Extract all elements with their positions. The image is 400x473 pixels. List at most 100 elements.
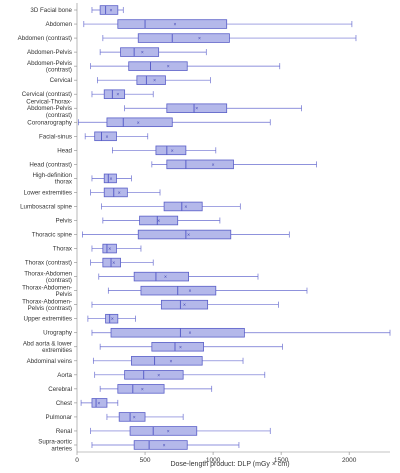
iqr-box bbox=[137, 33, 230, 43]
box-plot-row: × bbox=[91, 440, 240, 450]
category-label-line: Facial-sinus bbox=[39, 133, 72, 140]
category-label-line: 3D Facial bone bbox=[30, 7, 72, 14]
box-plot-row: × bbox=[91, 89, 154, 99]
category-label: Abdomen-Pelvis bbox=[27, 49, 72, 56]
iqr-box bbox=[131, 356, 203, 366]
box-plot-row: × bbox=[91, 327, 391, 338]
mean-marker: × bbox=[171, 148, 174, 154]
box-plot-row: × bbox=[98, 271, 259, 282]
iqr-box bbox=[105, 313, 119, 324]
box-plot-row: × bbox=[94, 370, 266, 380]
box-plot-row: × bbox=[84, 131, 149, 142]
category-label-line: Head bbox=[57, 147, 72, 154]
category-label-line: extremities bbox=[42, 347, 72, 354]
x-tick-label: 1000 bbox=[206, 457, 221, 464]
iqr-box bbox=[128, 61, 188, 71]
category-label-line: Chest bbox=[56, 400, 72, 407]
mean-marker: × bbox=[141, 50, 144, 56]
iqr-box bbox=[129, 426, 198, 436]
category-label-line: Abdominal veins bbox=[27, 358, 72, 365]
category-label-line: Lumbosacral spine bbox=[20, 203, 72, 210]
category-label: Renal bbox=[56, 428, 72, 435]
category-label: Aorta bbox=[57, 372, 72, 379]
box-plot-row: × bbox=[99, 47, 207, 57]
category-label-line: High-definition bbox=[32, 172, 72, 179]
category-label-line: (contrast) bbox=[46, 112, 72, 119]
iqr-box bbox=[102, 257, 121, 268]
box-plot-row: × bbox=[82, 229, 290, 240]
category-label-line: thorax bbox=[55, 179, 73, 186]
category-label-line: Cervical-Thorax- bbox=[26, 99, 72, 106]
box-plot-row: × bbox=[112, 145, 217, 156]
category-label: 3D Facial bone bbox=[30, 7, 72, 14]
mean-marker: × bbox=[141, 387, 144, 393]
category-label: Upper extremities bbox=[24, 316, 73, 323]
mean-marker: × bbox=[105, 134, 108, 140]
mean-marker: × bbox=[157, 373, 160, 379]
mean-marker: × bbox=[157, 218, 160, 224]
category-label: Abd aorta & lower extremities bbox=[23, 340, 72, 354]
category-label-line: arteries bbox=[51, 445, 72, 452]
mean-marker: × bbox=[188, 331, 191, 337]
category-label: Abdomen-Pelvis (contrast) bbox=[27, 60, 72, 74]
iqr-box bbox=[118, 412, 146, 422]
category-label-line: Pulmonar bbox=[46, 414, 72, 421]
mean-marker: × bbox=[167, 64, 170, 70]
box-plot-row: × bbox=[92, 356, 244, 366]
category-label: Abdomen (contrast) bbox=[18, 35, 72, 42]
mean-marker: × bbox=[167, 429, 170, 435]
iqr-box bbox=[117, 384, 165, 394]
plot-area: × × × × × × × × × × × × × × × × × × × × × × × × × × × × × × × × bbox=[78, 5, 391, 450]
box-plot-row: × bbox=[78, 117, 271, 128]
mean-marker: × bbox=[179, 345, 182, 351]
iqr-box bbox=[163, 201, 203, 212]
category-label: Abdominal veins bbox=[27, 358, 72, 365]
category-label-line: Coronarography bbox=[27, 119, 73, 126]
category-label: Cervical (contrast) bbox=[22, 91, 72, 98]
category-label: Cervical bbox=[50, 77, 72, 84]
box-plot-row: × bbox=[87, 313, 136, 324]
category-label-line: (contrast) bbox=[46, 66, 72, 73]
category-label-line: Abdomen-Pelvis bbox=[27, 60, 72, 67]
category-label-line: Pelvis (contrast) bbox=[28, 305, 72, 312]
category-label-line: Thorax (contrast) bbox=[25, 260, 72, 267]
mean-marker: × bbox=[110, 176, 113, 182]
box-plot-row: × bbox=[151, 159, 317, 170]
category-label-line: Thorax-Abdomen- bbox=[22, 298, 72, 305]
category-label: Head bbox=[57, 147, 72, 154]
mean-marker: × bbox=[118, 190, 121, 196]
box-plot-row: × bbox=[97, 75, 211, 85]
box-plot-row: × bbox=[124, 103, 302, 113]
category-label: Cerebral bbox=[48, 386, 72, 393]
iqr-box bbox=[103, 173, 117, 184]
iqr-box bbox=[136, 75, 166, 85]
category-label-line: Supra-aortic bbox=[38, 439, 72, 446]
box-plot-row: × bbox=[102, 33, 357, 43]
category-label-line: Upper extremities bbox=[24, 316, 73, 323]
box-plot-row: × bbox=[91, 299, 279, 310]
category-label: High-definition thorax bbox=[32, 172, 72, 186]
mean-marker: × bbox=[195, 106, 198, 112]
category-label: Lower extremities bbox=[24, 189, 73, 196]
category-label-line: Thorax-Abdomen- bbox=[22, 284, 72, 291]
category-label-line: Thoracic spine bbox=[32, 232, 73, 239]
box-plot-row: × bbox=[106, 412, 184, 422]
iqr-box bbox=[106, 117, 173, 128]
mean-marker: × bbox=[174, 22, 177, 28]
box-plot-row: × bbox=[101, 201, 241, 212]
category-label-line: Thorax bbox=[53, 246, 73, 253]
category-label: Urography bbox=[43, 330, 73, 337]
mean-marker: × bbox=[116, 92, 119, 98]
category-label-line: Cervical (contrast) bbox=[22, 91, 72, 98]
mean-marker: × bbox=[169, 359, 172, 365]
mean-marker: × bbox=[184, 204, 187, 210]
box-plot-row: × bbox=[107, 285, 308, 296]
category-label: Thoracic spine bbox=[32, 232, 73, 239]
category-label-line: Lower extremities bbox=[24, 189, 73, 196]
iqr-box bbox=[166, 103, 228, 113]
category-label: Supra-aortic arteries bbox=[38, 439, 72, 453]
iqr-box bbox=[120, 47, 160, 57]
iqr-box bbox=[160, 299, 209, 310]
iqr-box bbox=[103, 89, 126, 99]
